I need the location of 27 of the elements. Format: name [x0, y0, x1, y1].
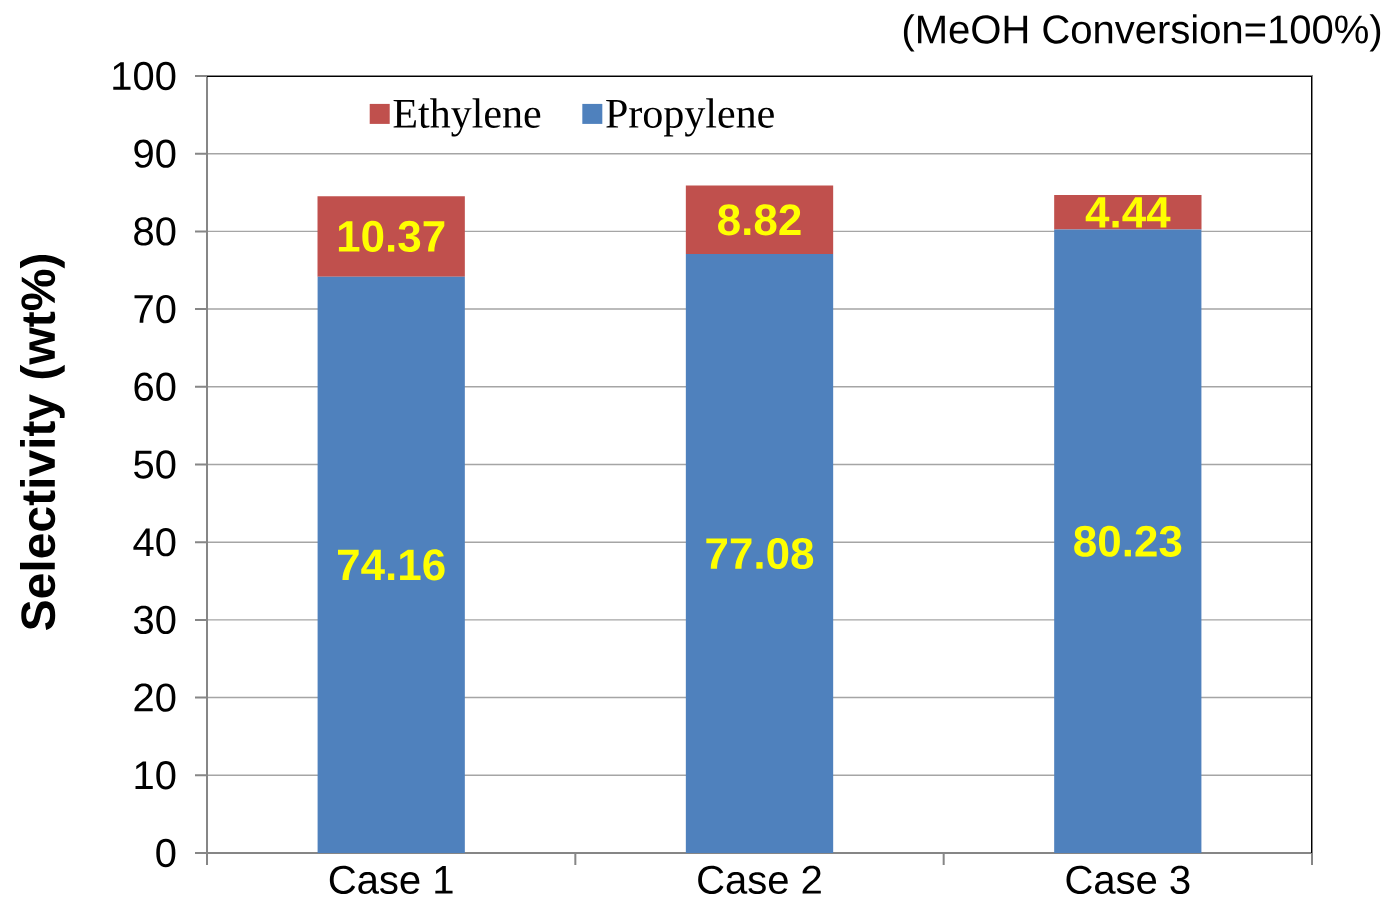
data-label: 77.08: [706, 537, 814, 570]
bar: [317, 276, 465, 853]
y-tick-label: 10: [135, 761, 176, 790]
y-tick-label: 70: [134, 294, 176, 324]
bar: [685, 254, 834, 853]
bar: [1054, 229, 1202, 853]
y-axis-title: Selectivity (wt%): [19, 255, 65, 630]
y-tick-label: 80: [134, 217, 176, 246]
y-tick-label: 100: [113, 61, 176, 91]
x-tick-label: Case 1: [329, 865, 453, 895]
data-label: 8.82: [718, 204, 801, 236]
data-label: 10.37: [338, 220, 445, 253]
data-label: 4.44: [1085, 197, 1171, 228]
data-label: 80.23: [1074, 525, 1182, 557]
legend-label: Ethylene: [393, 98, 541, 137]
y-tick-label: 30: [134, 605, 176, 635]
y-tick-label: 60: [134, 372, 176, 401]
legend-label: Propylene: [606, 98, 774, 137]
x-tick-label: Case 3: [1066, 865, 1190, 895]
data-label: 74.16: [338, 549, 445, 581]
y-tick-label: 50: [134, 450, 176, 479]
y-tick-label: 90: [134, 139, 176, 168]
y-tick-label: 40: [133, 528, 176, 557]
x-tick-label: Case 2: [698, 865, 821, 895]
y-tick-label: 0: [156, 838, 176, 868]
y-tick-label: 20: [134, 683, 176, 712]
text: (MeOH Conversion=100%): [903, 14, 1381, 52]
